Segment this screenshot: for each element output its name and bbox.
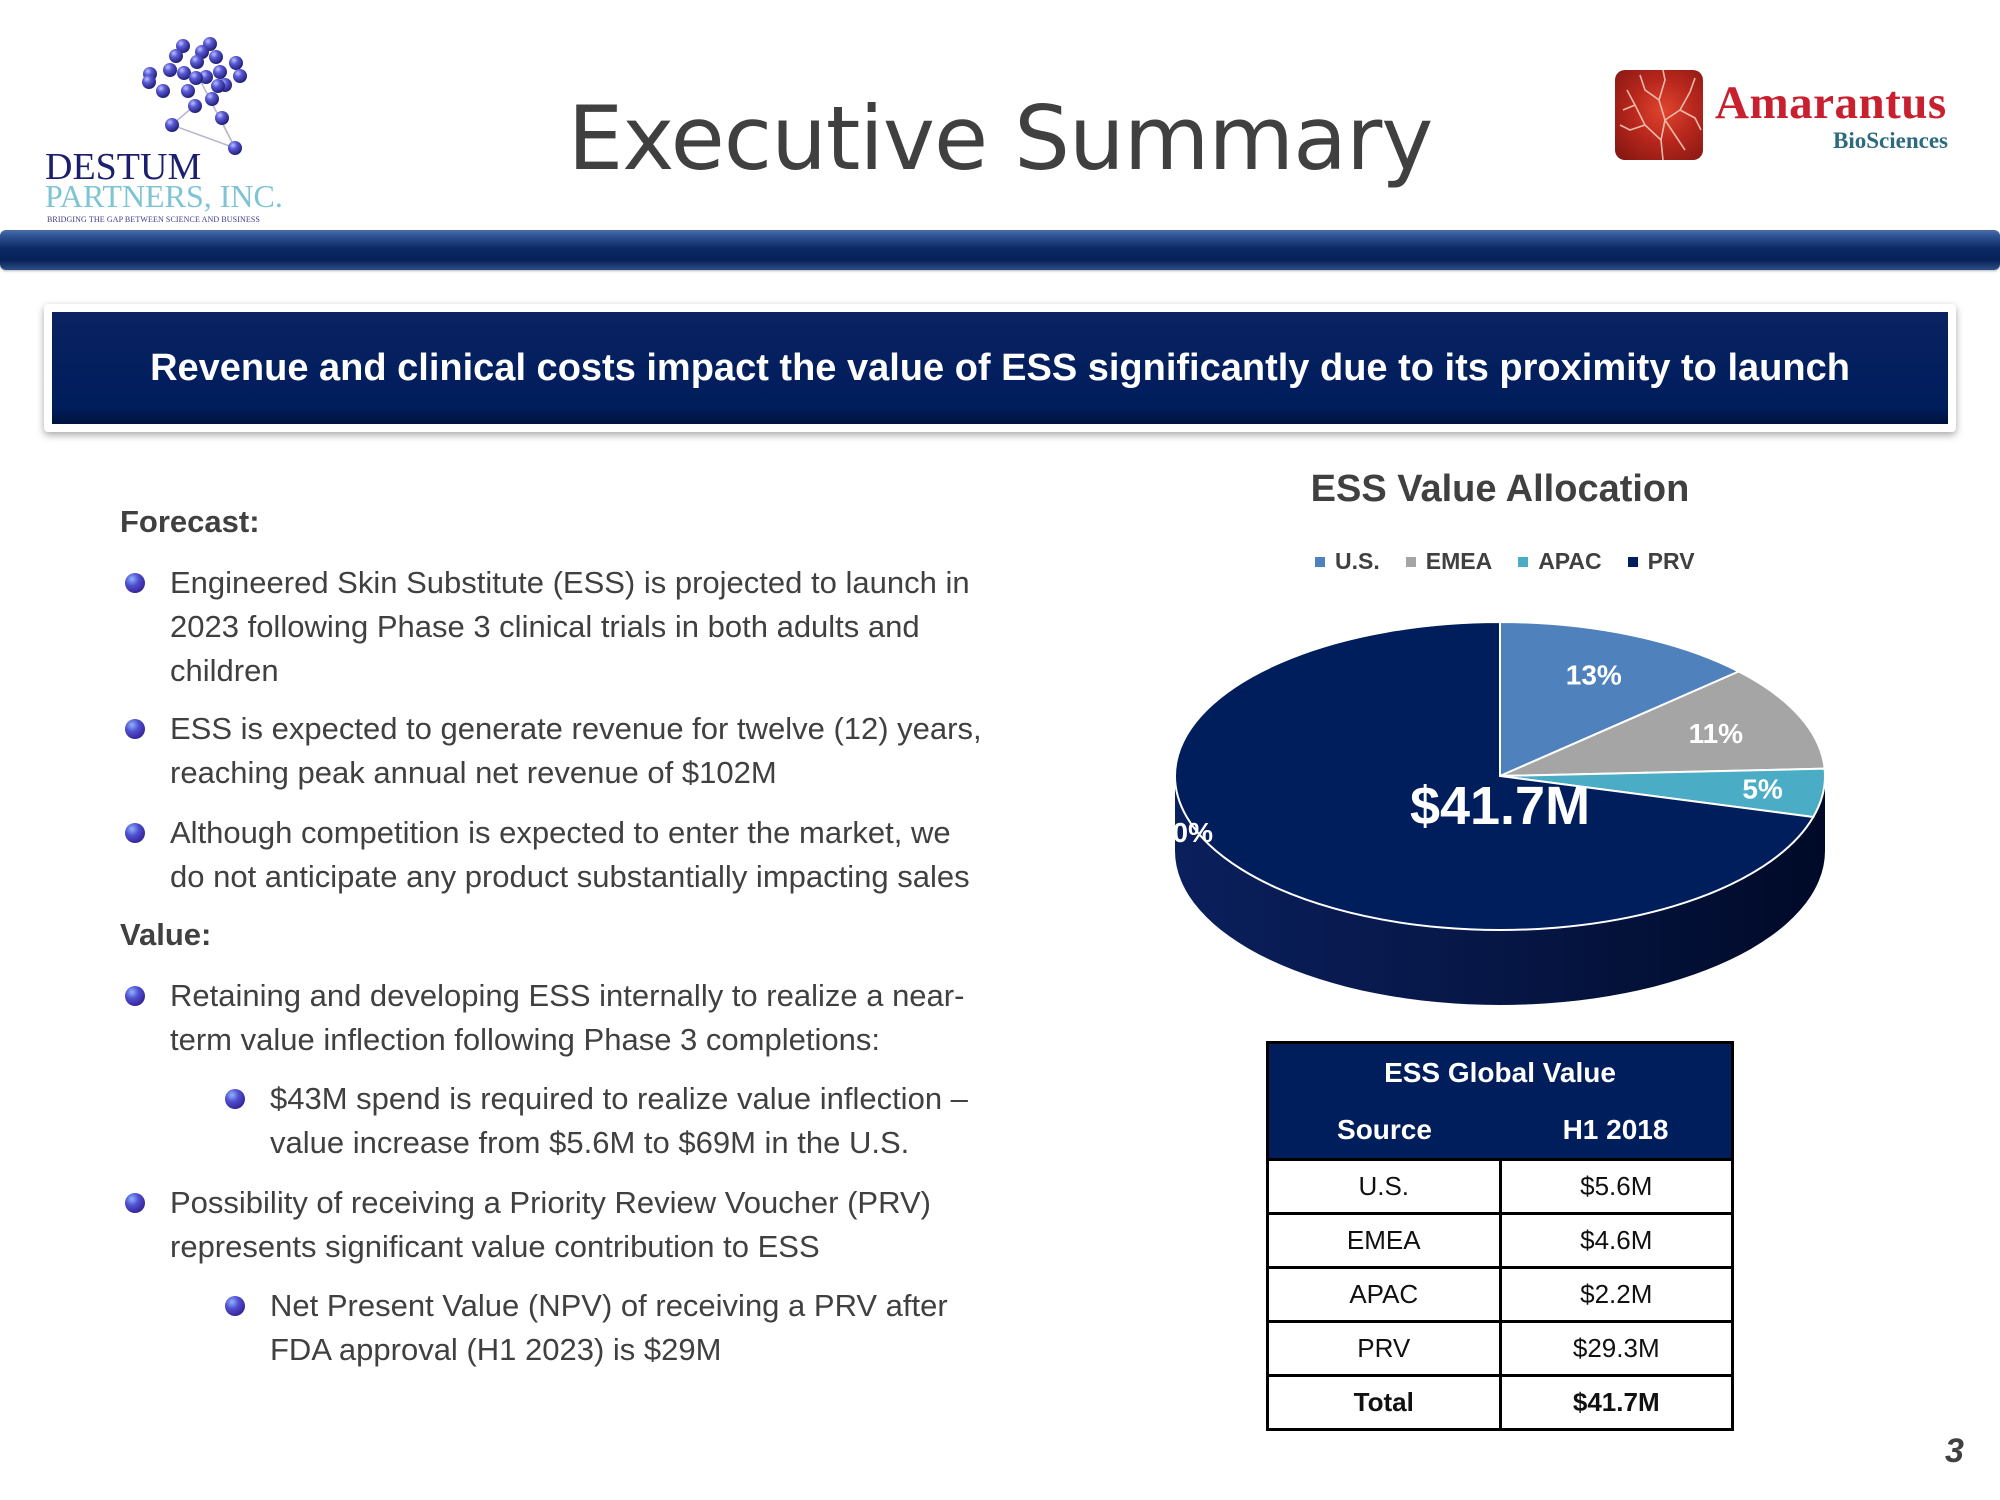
pie-center-label: $41.7M (1410, 776, 1590, 836)
legend-item-apac: APAC (1518, 548, 1602, 575)
bullet-text: represents significant value contributio… (170, 1229, 820, 1264)
pie-side-wall-shape (1175, 776, 1825, 1005)
legend-label: EMEA (1425, 548, 1493, 574)
value-cell: $4.6M (1498, 1212, 1734, 1269)
bullet-text: term value inflection following Phase 3 … (170, 1022, 880, 1057)
total-value-cell: $41.7M (1498, 1374, 1734, 1431)
pie-side-wall (1175, 776, 1825, 1005)
legend-label: PRV (1647, 548, 1695, 574)
legend-swatch (1405, 556, 1416, 567)
bullet-icon (125, 986, 145, 1006)
header-divider-bar (0, 230, 2000, 270)
bullet-text: do not anticipate any product substantia… (170, 859, 970, 894)
pie-slice-prv (1174, 620, 1815, 931)
bullet-text: 2023 following Phase 3 clinical trials i… (170, 609, 920, 644)
table-row: APAC $2.2M (1266, 1266, 1734, 1323)
legend-label: APAC (1538, 548, 1602, 574)
table-title: ESS Global Value (1267, 1042, 1733, 1102)
pie-label-prv: 70% (1157, 817, 1213, 848)
bullet-text: $43M spend is required to realize value … (270, 1081, 968, 1116)
legend-swatch (1518, 556, 1529, 567)
blood-vessel-icon (1615, 70, 1703, 160)
source-cell: EMEA (1266, 1212, 1502, 1269)
banner-text: Revenue and clinical costs impact the va… (150, 346, 1850, 389)
amarantus-subtitle: BioSciences (1833, 128, 1948, 153)
bullet-text: reaching peak annual net revenue of $102… (170, 755, 777, 790)
bullet-text: Possibility of receiving a Priority Revi… (170, 1185, 931, 1220)
value-bullet: Possibility of receiving a Priority Revi… (125, 1181, 931, 1269)
legend-item-emea: EMEA (1405, 548, 1493, 575)
page-number: 3 (1945, 1432, 1964, 1470)
bullet-icon (225, 1089, 245, 1109)
pie-label-apac: 5% (1742, 773, 1783, 804)
column-header-period: H1 2018 (1500, 1102, 1733, 1161)
pie-slices (1174, 620, 1826, 931)
bullet-text: Although competition is expected to ente… (170, 815, 951, 850)
value-sub-bullet: Net Present Value (NPV) of receiving a P… (225, 1284, 948, 1372)
destum-partners-text: PARTNERS, INC. (45, 178, 283, 214)
bullet-icon (125, 573, 145, 593)
value-sub-bullet: $43M spend is required to realize value … (225, 1077, 968, 1165)
bullet-text: ESS is expected to generate revenue for … (170, 711, 982, 746)
molecule-cluster-icon (142, 37, 247, 155)
forecast-bullet: Engineered Skin Substitute (ESS) is proj… (125, 561, 970, 693)
column-header-source: Source (1267, 1102, 1500, 1161)
table-row: PRV $29.3M (1266, 1320, 1734, 1377)
legend-swatch (1315, 556, 1325, 567)
page-title: Executive Summary (567, 87, 1434, 190)
forecast-heading: Forecast: (120, 504, 260, 539)
bullet-icon (125, 719, 145, 739)
chart-legend: U.S. EMEA APAC PRV (1315, 548, 1695, 575)
pie-labels: 13% 11% 5% 70% (1157, 659, 1783, 848)
source-cell: APAC (1266, 1266, 1502, 1323)
amarantus-logo: Amarantus BioSciences (1615, 70, 1975, 165)
pie-slice-us (1499, 620, 1742, 778)
table-row: EMEA $4.6M (1266, 1212, 1734, 1269)
legend-label: U.S. (1335, 548, 1380, 574)
value-cell: $29.3M (1498, 1320, 1734, 1377)
key-message-banner: Revenue and clinical costs impact the va… (52, 312, 1948, 424)
amarantus-name: Amarantus (1715, 77, 1947, 129)
destum-partners-logo: DESTUM PARTNERS, INC. BRIDGING THE GAP B… (20, 30, 290, 224)
pie-slice-emea (1499, 670, 1826, 777)
pie-label-us: 13% (1566, 659, 1622, 690)
bullet-icon (125, 1193, 145, 1213)
total-label-cell: Total (1266, 1374, 1502, 1431)
source-cell: U.S. (1266, 1158, 1502, 1215)
bullet-text: Retaining and developing ESS internally … (170, 978, 965, 1013)
table-total-row: Total $41.7M (1266, 1374, 1734, 1431)
legend-item-us: U.S. (1315, 548, 1380, 575)
value-cell: $2.2M (1498, 1266, 1734, 1323)
legend-item-prv: PRV (1627, 548, 1695, 575)
bullet-text: Net Present Value (NPV) of receiving a P… (270, 1288, 948, 1323)
bullet-text: children (170, 653, 279, 688)
destum-name: DESTUM (45, 146, 202, 188)
bullet-text: FDA approval (H1 2023) is $29M (270, 1332, 722, 1367)
table-row: U.S. $5.6M (1266, 1158, 1734, 1215)
value-bullet: Retaining and developing ESS internally … (125, 974, 965, 1062)
forecast-bullet: ESS is expected to generate revenue for … (125, 707, 982, 795)
bullet-text: value increase from $5.6M to $69M in the… (270, 1125, 910, 1160)
ess-global-value-table: ESS Global Value Source H1 2018 U.S. $5.… (1266, 1041, 1734, 1431)
value-heading: Value: (120, 917, 212, 952)
bullet-icon (125, 823, 145, 843)
forecast-bullet: Although competition is expected to ente… (125, 811, 970, 899)
value-cell: $5.6M (1498, 1158, 1734, 1215)
pie-label-emea: 11% (1689, 718, 1744, 749)
bullet-text: Engineered Skin Substitute (ESS) is proj… (170, 565, 970, 600)
chart-title: ESS Value Allocation (1310, 468, 1690, 510)
destum-tagline: BRIDGING THE GAP BETWEEN SCIENCE AND BUS… (47, 215, 260, 224)
bullet-icon (225, 1296, 245, 1316)
source-cell: PRV (1266, 1320, 1502, 1377)
legend-swatch (1627, 556, 1638, 567)
